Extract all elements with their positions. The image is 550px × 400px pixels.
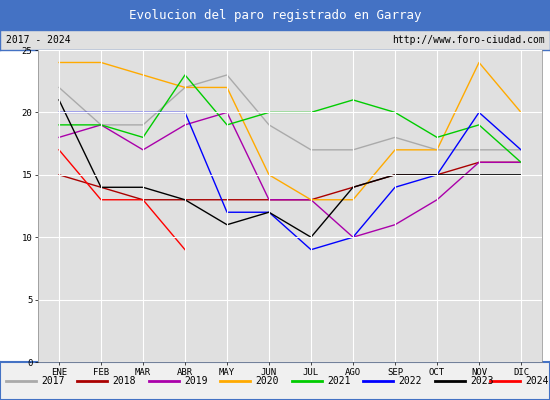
Text: 2023: 2023 (470, 376, 494, 386)
Text: 2019: 2019 (184, 376, 208, 386)
Text: 2017: 2017 (41, 376, 65, 386)
Text: 2018: 2018 (113, 376, 136, 386)
Text: 2022: 2022 (399, 376, 422, 386)
Text: 2020: 2020 (256, 376, 279, 386)
Text: 2021: 2021 (327, 376, 351, 386)
Text: 2017 - 2024: 2017 - 2024 (6, 35, 70, 45)
Text: Evolucion del paro registrado en Garray: Evolucion del paro registrado en Garray (129, 8, 421, 22)
Text: http://www.foro-ciudad.com: http://www.foro-ciudad.com (392, 35, 544, 45)
Text: 2024: 2024 (525, 376, 549, 386)
